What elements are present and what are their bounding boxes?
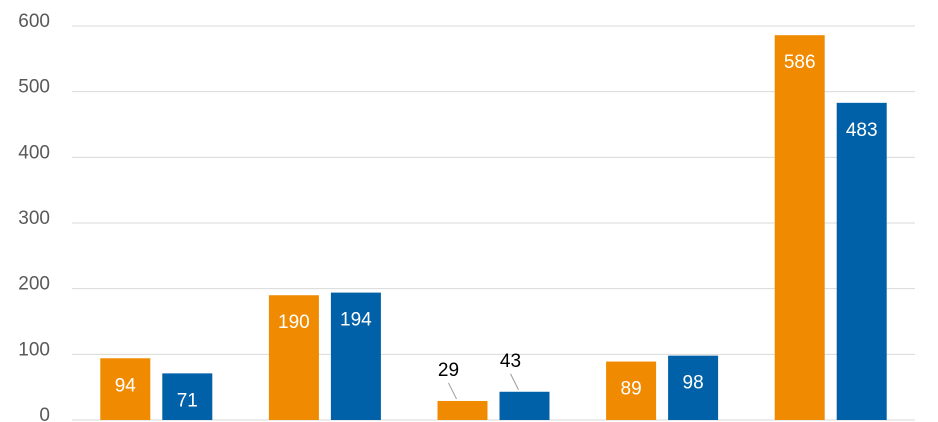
leader-line — [510, 373, 519, 390]
bar — [668, 355, 719, 420]
y-tick-label: 500 — [18, 77, 50, 98]
bar — [606, 361, 657, 420]
y-tick-label: 300 — [18, 208, 50, 229]
data-label: 586 — [784, 52, 816, 73]
data-label: 190 — [278, 312, 310, 333]
data-label: 98 — [683, 373, 704, 394]
bar — [268, 295, 319, 420]
data-label: 94 — [115, 375, 137, 396]
y-tick-label: 0 — [39, 405, 50, 422]
y-tick-label: 200 — [18, 274, 50, 295]
bar — [162, 373, 213, 420]
bar — [437, 400, 488, 420]
data-label: 89 — [621, 379, 642, 400]
y-tick-label: 600 — [18, 11, 50, 32]
bar — [836, 102, 887, 420]
y-tick-label: 100 — [18, 339, 50, 360]
data-label: 43 — [500, 351, 521, 372]
bar — [774, 35, 825, 421]
bar — [499, 391, 550, 420]
data-label: 29 — [438, 360, 459, 381]
leader-line — [448, 382, 457, 400]
bar — [100, 358, 151, 420]
y-tick-label: 400 — [18, 142, 50, 163]
data-label: 483 — [846, 120, 878, 141]
bar — [330, 292, 381, 420]
data-label: 71 — [177, 390, 198, 411]
data-label: 194 — [340, 310, 372, 331]
